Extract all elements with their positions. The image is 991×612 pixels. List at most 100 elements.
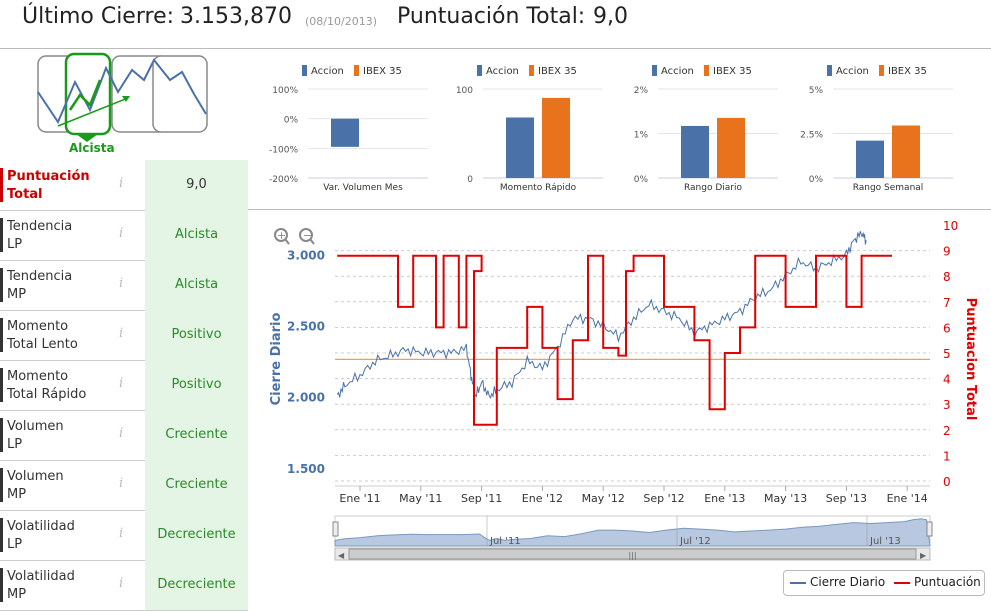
y-left-tick-label: 1.500: [287, 462, 325, 476]
indicator-label: LP: [7, 537, 23, 552]
info-icon[interactable]: i: [119, 326, 124, 341]
x-tick-label: Sep '12: [643, 492, 684, 505]
x-tick-label: Ene '13: [704, 492, 745, 505]
indicator-value: Positivo: [145, 310, 248, 360]
info-icon[interactable]: i: [119, 476, 124, 491]
zoom-out-icon: [299, 228, 313, 242]
indicator-label: MP: [7, 587, 27, 602]
indicator-value: Decreciente: [145, 560, 248, 610]
legend-swatch-ibex: [879, 65, 884, 76]
y-left-axis-title: Cierre Diario: [269, 313, 284, 406]
indicator-row-tendencia-mp: Tendencia MP i Alcista: [0, 260, 248, 311]
x-tick-label: May '11: [399, 492, 442, 505]
bar-accion: [856, 140, 884, 178]
indicator-row-volatilidad-lp: Volatilidad LP i Decreciente: [0, 510, 248, 561]
x-tick-label: Ene '12: [522, 492, 563, 505]
indicator-label: Momento: [7, 369, 69, 384]
x-tick-label: Ene '14: [887, 492, 928, 505]
indicator-label: Volatilidad: [7, 519, 75, 534]
y-right-axis-title: Puntuacion Total: [963, 298, 978, 421]
zoom-in-icon: [274, 228, 288, 242]
indicator-label: Total Rápido: [7, 387, 87, 402]
indicator-row-total-score: Puntuación Total i 9,0: [0, 160, 248, 211]
y-right-tick-label: 1: [943, 449, 951, 463]
zoom-out-icon: −: [303, 229, 312, 242]
info-icon[interactable]: i: [119, 526, 124, 541]
legend-swatch-ibex: [354, 65, 359, 76]
y-tick-label: 5%: [809, 86, 824, 96]
navigator-label: Jul '13: [869, 536, 901, 547]
info-icon[interactable]: i: [119, 276, 124, 291]
indicator-row-volumen-lp: Volumen LP i Creciente: [0, 410, 248, 461]
legend-label-ibex: IBEX 35: [363, 66, 402, 77]
y-tick-label: 1%: [634, 131, 649, 141]
mini-chart-title: Rango Semanal: [853, 183, 924, 193]
trend-chart-icon: [37, 52, 208, 142]
navigator-handle-right: [926, 521, 933, 537]
bar-accion: [681, 125, 709, 178]
main-price-chart[interactable]: + −1098765432103.0002.5002.0001.500Cierre…: [260, 214, 991, 564]
y-tick-label: -100%: [269, 145, 298, 155]
trend-icon-panel: Alcista: [0, 50, 248, 160]
indicator-label: MP: [7, 287, 27, 302]
total-score-label: Puntuación Total:: [397, 4, 586, 29]
zoom-out-icon: [309, 238, 315, 245]
navigator-label: Jul '11: [489, 536, 521, 547]
y-right-tick-label: 7: [943, 296, 951, 310]
info-icon[interactable]: i: [119, 176, 124, 191]
info-icon[interactable]: i: [119, 576, 124, 591]
y-right-tick-label: 9: [943, 245, 951, 259]
last-close-date: (08/10/2013): [305, 15, 377, 28]
indicator-label: Volumen: [7, 469, 64, 484]
indicator-row-momento-rapido: Momento Total Rápido i Positivo: [0, 360, 248, 411]
legend-swatch-ibex: [529, 65, 534, 76]
scroll-left-icon: ◀: [338, 551, 345, 560]
bar-accion: [331, 118, 359, 147]
indicator-label: Puntuación: [7, 169, 90, 184]
y-right-tick-label: 6: [943, 321, 951, 335]
mini-chart-rango-semanal: Accion IBEX 35 5% 2.5% 0% Rango Semanal: [800, 65, 953, 193]
legend-label-ibex: IBEX 35: [538, 66, 577, 77]
indicator-value: Decreciente: [145, 510, 248, 560]
y-tick-label: 0%: [809, 175, 824, 185]
bar-ibex: [717, 117, 745, 178]
info-icon[interactable]: i: [119, 376, 124, 391]
indicator-label: Volumen: [7, 419, 64, 434]
indicator-value: Creciente: [145, 460, 248, 510]
y-tick-label: 0: [467, 175, 473, 185]
legend-label-ibex: IBEX 35: [713, 66, 752, 77]
bar-ibex: [542, 97, 570, 178]
indicator-value: Alcista: [145, 260, 248, 310]
x-tick-label: May '12: [582, 492, 625, 505]
indicator-label: Volatilidad: [7, 569, 75, 584]
y-right-tick-label: 0: [943, 475, 951, 489]
section-divider: [248, 209, 991, 210]
series-line-puntuacion: [337, 254, 892, 426]
y-right-tick-label: 4: [943, 373, 951, 387]
y-tick-label: 100: [456, 86, 473, 96]
mini-chart-volume: Accion IBEX 35 100% 0% -100% -200% Var. Volume…: [269, 65, 428, 193]
info-icon[interactable]: i: [119, 226, 124, 241]
indicator-label: LP: [7, 437, 23, 452]
legend-line-puntuacion: [894, 582, 910, 584]
legend-swatch-accion: [302, 65, 307, 76]
legend-label-accion: Accion: [836, 66, 869, 77]
bar-accion: [506, 117, 534, 178]
y-right-tick-label: 8: [943, 270, 951, 284]
legend-label-accion: Accion: [661, 66, 694, 77]
header-bar: Último Cierre: 3.153,870 (08/10/2013) Pu…: [0, 0, 991, 48]
total-score-value: 9,0: [593, 4, 628, 29]
info-icon[interactable]: i: [119, 426, 124, 441]
legend-label-puntuacion[interactable]: Puntuación: [914, 575, 981, 589]
last-close-value: 3.153,870: [180, 4, 292, 29]
indicator-label: LP: [7, 237, 23, 252]
main-chart-legend: Cierre Diario Puntuación: [783, 570, 985, 596]
legend-line-cierre: [790, 582, 806, 584]
indicator-value: Alcista: [145, 210, 248, 260]
last-close-label: Último Cierre:: [22, 4, 175, 29]
indicator-label: Total Lento: [7, 337, 78, 352]
navigator-handle-left: [332, 521, 339, 537]
y-right-tick-label: 3: [943, 398, 951, 412]
legend-label-cierre[interactable]: Cierre Diario: [810, 575, 886, 589]
legend-label-accion: Accion: [486, 66, 519, 77]
